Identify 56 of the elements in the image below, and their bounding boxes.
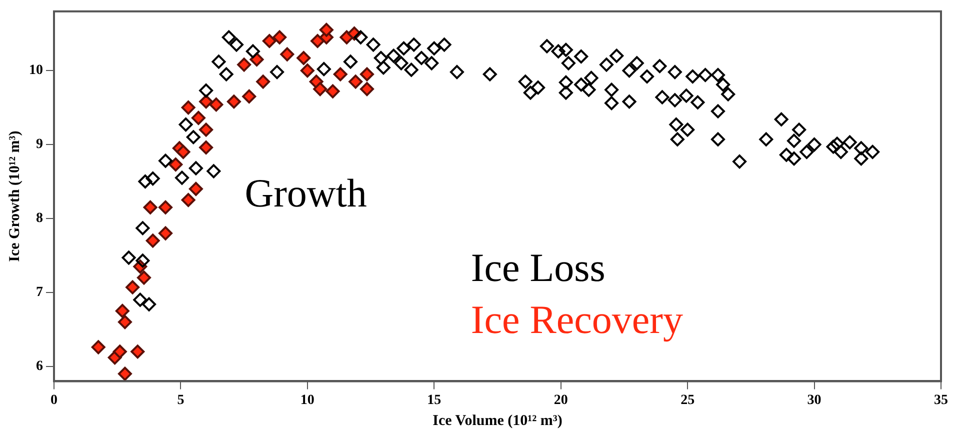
point	[136, 270, 151, 285]
point	[272, 30, 287, 44]
point	[158, 200, 173, 214]
annotation: Growth	[244, 170, 367, 216]
point	[199, 122, 214, 137]
point	[242, 89, 256, 104]
point	[237, 58, 252, 72]
point	[130, 344, 145, 359]
point	[280, 47, 294, 62]
y-tick-label: 6	[36, 359, 43, 374]
point	[191, 110, 206, 125]
point	[256, 74, 270, 89]
point	[262, 34, 276, 48]
point	[333, 67, 348, 82]
x-tick-label: 5	[177, 393, 184, 408]
point	[209, 98, 224, 112]
text: Ice Loss	[470, 245, 606, 290]
point	[158, 226, 173, 240]
point	[226, 94, 241, 109]
x-tick-label: 20	[554, 393, 568, 408]
point	[360, 67, 374, 82]
point	[118, 366, 132, 381]
point	[118, 315, 132, 330]
point	[310, 34, 325, 48]
point	[115, 304, 130, 318]
x-tick-label: 15	[427, 393, 442, 408]
point	[181, 193, 196, 207]
point	[296, 50, 311, 65]
x-axis-title: Ice Volume (10¹² m³)	[432, 412, 562, 429]
x-tick-label: 0	[50, 393, 58, 408]
point	[319, 22, 334, 37]
point	[181, 100, 196, 115]
point	[126, 280, 140, 294]
point	[300, 64, 314, 78]
point	[313, 82, 328, 96]
point	[348, 74, 363, 89]
point	[91, 340, 106, 354]
x-tick-label: 30	[807, 393, 822, 408]
y-tick-label: 9	[36, 137, 43, 152]
point	[360, 82, 374, 96]
point	[143, 200, 158, 214]
text: Ice Recovery	[470, 297, 683, 342]
x-tick-label: 35	[934, 393, 948, 408]
x-tick-label: 25	[680, 393, 695, 408]
y-tick-label: 8	[36, 211, 43, 226]
point	[326, 84, 340, 98]
point	[112, 344, 127, 359]
point	[199, 140, 214, 154]
y-axis-title: Ice Growth (10¹² m³)	[6, 130, 23, 262]
point	[176, 144, 190, 159]
point	[188, 182, 203, 196]
x-tick-label: 10	[300, 393, 314, 408]
point	[146, 234, 160, 248]
y-tick-label: 7	[36, 285, 43, 300]
point	[168, 157, 183, 172]
y-tick-label: 10	[29, 63, 43, 78]
